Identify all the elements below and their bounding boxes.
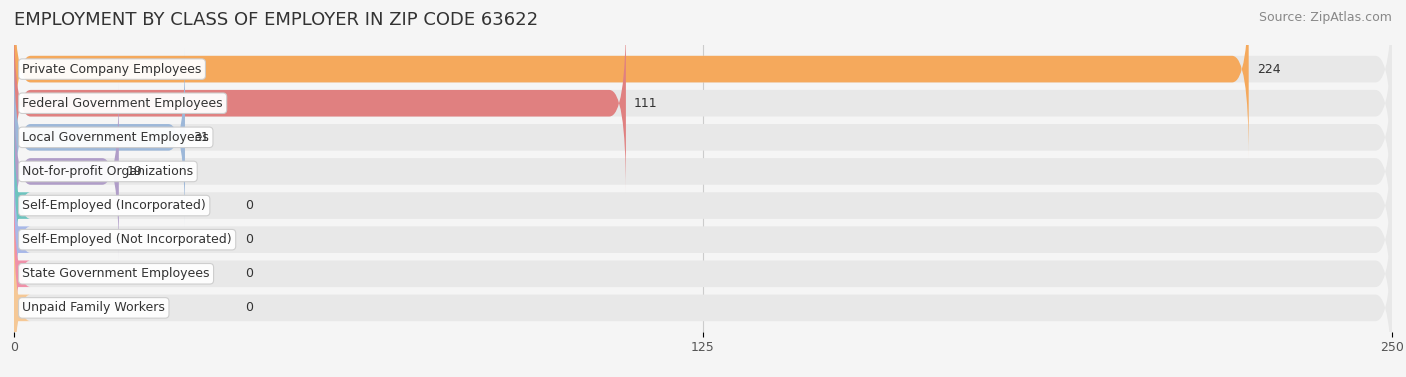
FancyBboxPatch shape	[14, 116, 1392, 294]
Text: 111: 111	[634, 97, 658, 110]
FancyBboxPatch shape	[14, 14, 626, 192]
Text: 31: 31	[193, 131, 209, 144]
FancyBboxPatch shape	[14, 0, 1392, 158]
Text: 0: 0	[246, 233, 253, 246]
FancyBboxPatch shape	[0, 116, 31, 294]
FancyBboxPatch shape	[14, 48, 1392, 226]
FancyBboxPatch shape	[14, 14, 1392, 192]
Text: Federal Government Employees: Federal Government Employees	[22, 97, 224, 110]
FancyBboxPatch shape	[14, 83, 1392, 261]
FancyBboxPatch shape	[14, 83, 120, 261]
FancyBboxPatch shape	[0, 219, 31, 377]
Text: Self-Employed (Not Incorporated): Self-Employed (Not Incorporated)	[22, 233, 232, 246]
FancyBboxPatch shape	[14, 219, 1392, 377]
Text: Self-Employed (Incorporated): Self-Employed (Incorporated)	[22, 199, 207, 212]
Text: 224: 224	[1257, 63, 1281, 76]
Text: 0: 0	[246, 199, 253, 212]
Text: Private Company Employees: Private Company Employees	[22, 63, 201, 76]
Text: 19: 19	[127, 165, 143, 178]
Text: Unpaid Family Workers: Unpaid Family Workers	[22, 301, 165, 314]
Text: State Government Employees: State Government Employees	[22, 267, 209, 280]
Text: Not-for-profit Organizations: Not-for-profit Organizations	[22, 165, 194, 178]
Text: Local Government Employees: Local Government Employees	[22, 131, 209, 144]
FancyBboxPatch shape	[14, 185, 1392, 363]
FancyBboxPatch shape	[0, 185, 31, 363]
Text: EMPLOYMENT BY CLASS OF EMPLOYER IN ZIP CODE 63622: EMPLOYMENT BY CLASS OF EMPLOYER IN ZIP C…	[14, 11, 538, 29]
FancyBboxPatch shape	[0, 151, 31, 329]
Text: 0: 0	[246, 267, 253, 280]
FancyBboxPatch shape	[14, 48, 186, 226]
Text: 0: 0	[246, 301, 253, 314]
FancyBboxPatch shape	[14, 151, 1392, 329]
Text: Source: ZipAtlas.com: Source: ZipAtlas.com	[1258, 11, 1392, 24]
FancyBboxPatch shape	[14, 0, 1249, 158]
